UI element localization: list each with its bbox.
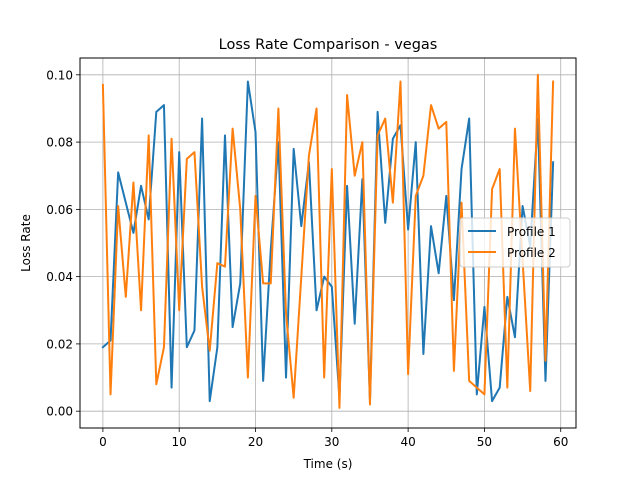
y-tick-label: 0.02 <box>46 337 73 351</box>
x-tick-label: 40 <box>400 435 415 449</box>
y-axis-label: Loss Rate <box>19 214 33 272</box>
x-tick-label: 50 <box>477 435 492 449</box>
y-tick-label: 0.04 <box>46 270 73 284</box>
plot-area-frame <box>79 57 577 429</box>
legend-label-profile-2: Profile 2 <box>507 246 556 260</box>
x-tick-label: 30 <box>324 435 339 449</box>
y-tick-label: 0.08 <box>46 136 73 150</box>
x-tick-label: 20 <box>248 435 263 449</box>
x-axis-label: Time (s) <box>303 457 353 471</box>
legend: Profile 1 Profile 2 <box>459 217 571 268</box>
x-axis: 0 10 20 30 40 50 60 <box>99 428 568 449</box>
series-lines <box>101 73 555 409</box>
x-tick-label: 0 <box>99 435 107 449</box>
x-tick-label: 10 <box>172 435 187 449</box>
y-tick-label: 0.00 <box>46 405 73 419</box>
series-line-profile-2 <box>101 73 555 409</box>
chart-title: Loss Rate Comparison - vegas <box>219 37 438 53</box>
legend-label-profile-1: Profile 1 <box>507 225 556 239</box>
y-axis: 0.00 0.02 0.04 0.06 0.08 0.10 <box>46 68 80 419</box>
x-tick-label: 60 <box>553 435 568 449</box>
y-tick-label: 0.06 <box>46 203 73 217</box>
y-tick-label: 0.10 <box>46 68 73 82</box>
